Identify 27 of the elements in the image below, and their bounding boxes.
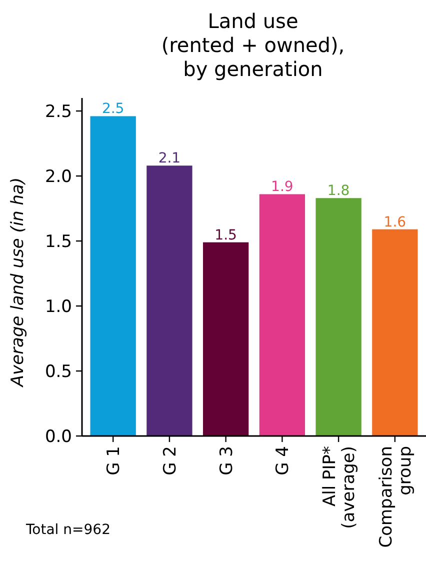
bar <box>372 229 418 436</box>
data-label: 1.9 <box>271 179 294 196</box>
x-tick-label: Comparison group <box>376 446 416 548</box>
bar <box>316 198 362 436</box>
data-label: 2.5 <box>102 101 124 118</box>
text: Total n=962 <box>25 522 110 538</box>
y-tick-label: 0.5 <box>44 362 72 382</box>
x-tick-label: G 2 <box>160 446 180 476</box>
y-tick-label: 1.0 <box>44 296 72 317</box>
chart-title: Land use (rented + owned), by generation <box>161 9 345 81</box>
x-tick-label: G 4 <box>273 446 294 476</box>
bar <box>202 242 249 436</box>
y-tick-label: 0.0 <box>44 426 72 447</box>
y-tick-label: 1.5 <box>44 232 72 252</box>
y-axis-title: Average land use (in ha) <box>8 177 28 388</box>
data-label: 1.8 <box>327 183 350 200</box>
data-label: 1.6 <box>384 214 406 230</box>
bar <box>259 194 306 436</box>
bar <box>146 166 192 436</box>
x-tick-label: All PIP* (average) <box>320 446 359 529</box>
bar <box>90 116 136 436</box>
x-tick-label: G 3 <box>216 446 237 476</box>
data-label: 1.5 <box>214 227 237 244</box>
x-tick-label: G 1 <box>104 446 124 476</box>
y-tick-label: 2.5 <box>44 102 72 122</box>
y-tick-label: 2.0 <box>44 166 72 187</box>
data-label: 2.1 <box>158 150 181 167</box>
